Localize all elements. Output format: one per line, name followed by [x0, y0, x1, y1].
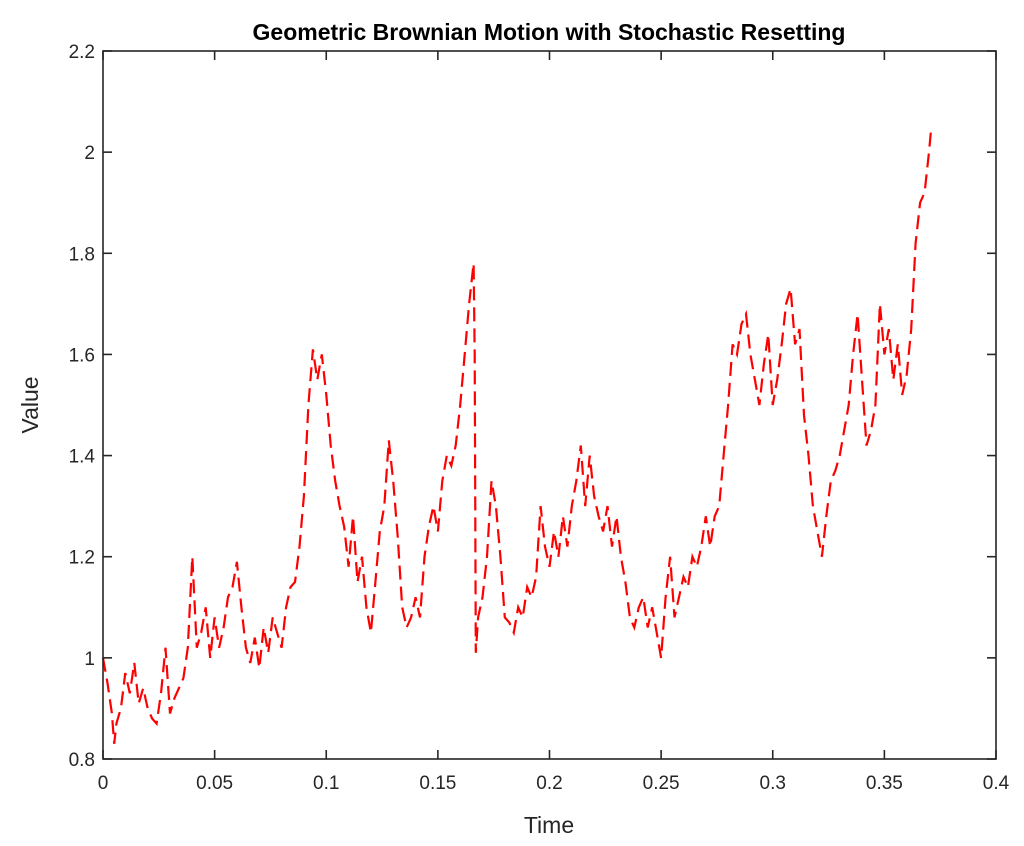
- x-tick-label: 0.05: [196, 773, 233, 794]
- y-axis: 0.8 1 1.2 1.4 1.6 1.8 2 2.2: [69, 42, 996, 771]
- x-tick-label: 0.35: [866, 773, 903, 794]
- x-tick-label: 0.15: [419, 773, 456, 794]
- plot-area: [101, 126, 933, 744]
- y-tick-label: 1: [84, 649, 95, 670]
- y-tick-label: 0.8: [69, 750, 95, 771]
- y-tick-label: 1.2: [69, 548, 95, 569]
- x-tick-label: 0: [98, 773, 109, 794]
- x-tick-label: 0.1: [313, 773, 339, 794]
- y-axis-label: Value: [17, 376, 43, 433]
- x-tick-label: 0.2: [536, 773, 562, 794]
- y-tick-label: 2.2: [69, 42, 95, 63]
- y-tick-label: 2: [84, 143, 95, 164]
- chart-title: Geometric Brownian Motion with Stochasti…: [253, 19, 846, 45]
- x-axis: 0 0.05 0.1 0.15 0.2 0.25 0.3 0.35 0.4: [98, 51, 1010, 794]
- x-tick-label: 0.25: [643, 773, 680, 794]
- axes-box: [102, 50, 997, 760]
- y-tick-label: 1.8: [69, 244, 95, 265]
- series-line: [101, 126, 933, 744]
- y-tick-label: 1.6: [69, 345, 95, 366]
- x-tick-label: 0.3: [760, 773, 786, 794]
- x-axis-label: Time: [524, 812, 574, 838]
- y-tick-label: 1.4: [69, 447, 96, 468]
- x-tick-label: 0.4: [983, 773, 1010, 794]
